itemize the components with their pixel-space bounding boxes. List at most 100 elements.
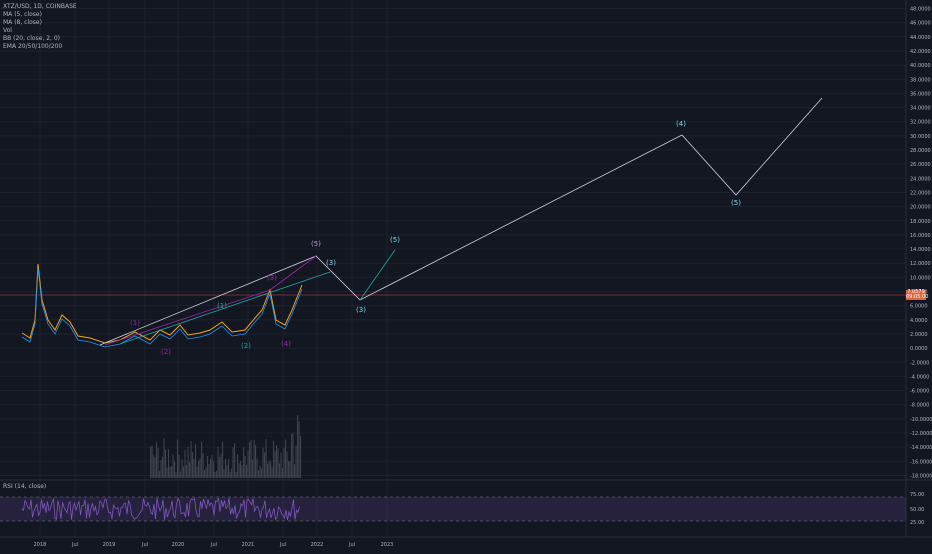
- price-tick-label: 44.0000: [910, 35, 931, 41]
- price-tick-label: 42.0000: [910, 49, 931, 55]
- volume-bar: [268, 460, 270, 478]
- volume-bar: [211, 455, 213, 478]
- price-tick-label: 16.0000: [910, 233, 931, 239]
- indicator-vol[interactable]: Vol: [3, 27, 12, 34]
- volume-bar: [220, 453, 222, 478]
- volume-bar: [249, 441, 251, 478]
- price-tick-label: 20.0000: [910, 205, 931, 211]
- rsi-tick-label: 25.00: [910, 520, 924, 526]
- volume-bar: [210, 458, 212, 478]
- price-tick-label: 12.0000: [910, 261, 931, 267]
- price-series: [21, 263, 303, 344]
- volume-bar: [256, 458, 258, 478]
- volume-bar: [151, 445, 153, 478]
- volume-bar: [213, 461, 215, 478]
- rsi-label[interactable]: RSI (14, close): [3, 483, 47, 490]
- volume-bar: [271, 467, 273, 478]
- volume-bar: [238, 463, 240, 478]
- time-tick-label: Jul: [141, 542, 148, 548]
- wave-label: (1): [217, 302, 227, 310]
- price-tick-label: -18.0000: [910, 473, 932, 479]
- volume-bar: [196, 466, 198, 478]
- price-tick-label: 18.0000: [910, 219, 931, 225]
- volume-bar: [289, 461, 291, 478]
- volume-bar: [240, 460, 242, 478]
- volume-bar: [234, 443, 236, 478]
- volume-bar: [181, 459, 183, 478]
- time-tick-label: 2018: [34, 542, 47, 548]
- price-tick-label: 40.0000: [910, 63, 931, 69]
- price-tick-label: 10.0000: [910, 275, 931, 281]
- wave-label: (4): [676, 120, 686, 128]
- volume-bar: [288, 461, 290, 478]
- volume-bar: [253, 439, 255, 478]
- volume-bar: [285, 439, 287, 478]
- volume-bar: [160, 460, 162, 478]
- price-tick-label: 36.0000: [910, 91, 931, 97]
- indicator-ema[interactable]: EMA 20/50/100/200: [3, 43, 63, 50]
- wave-teal-extension: [359, 249, 396, 301]
- volume-bar: [247, 451, 249, 478]
- volume-bar: [276, 445, 278, 478]
- volume-bar: [169, 467, 171, 478]
- volume-bar: [232, 447, 234, 478]
- volume-bar: [300, 436, 302, 478]
- volume-bar: [175, 472, 177, 478]
- volume-bar: [189, 462, 191, 478]
- current-price-time: 09:05:00: [906, 294, 929, 300]
- rsi-tick-label: 75.00: [910, 492, 924, 498]
- current-price-value: 7.0579: [907, 289, 925, 295]
- volume-bar: [172, 454, 174, 478]
- volume-bars: [150, 415, 302, 478]
- volume-bar: [192, 452, 194, 478]
- volume-bar: [265, 439, 267, 478]
- wave-label: (3): [267, 274, 277, 282]
- volume-bar: [180, 471, 182, 478]
- time-tick-label: 2020: [172, 542, 185, 548]
- volume-bar: [237, 454, 239, 478]
- volume-bar: [186, 464, 188, 478]
- volume-bar: [204, 470, 206, 478]
- volume-bar: [246, 464, 248, 478]
- price-tick-label: 24.0000: [910, 176, 931, 182]
- current-price-tag: 7.0579 09:05:00: [906, 289, 929, 300]
- volume-bar: [171, 465, 173, 478]
- volume-bar: [226, 465, 228, 478]
- time-tick-label: 2021: [242, 542, 255, 548]
- volume-bar: [273, 440, 275, 478]
- volume-bar: [235, 471, 237, 478]
- volume-bar: [258, 469, 260, 478]
- volume-bar: [262, 447, 264, 478]
- wave-label: (5): [731, 199, 741, 207]
- volume-bar: [259, 465, 261, 478]
- volume-bar: [156, 442, 158, 478]
- volume-bar: [157, 447, 159, 478]
- price-tick-label: -14.0000: [910, 445, 932, 451]
- price-tick-label: -10.0000: [910, 417, 932, 423]
- volume-bar: [183, 466, 185, 478]
- symbol-label[interactable]: XTZ/USD, 1D, COINBASE: [3, 3, 77, 10]
- indicator-ma8[interactable]: MA (8, close): [3, 19, 42, 26]
- volume-bar: [225, 458, 227, 478]
- volume-bar: [207, 456, 209, 478]
- indicator-ma5[interactable]: MA (5, close): [3, 11, 42, 18]
- price-tick-label: -16.0000: [910, 459, 932, 465]
- time-tick-label: Jul: [348, 542, 355, 548]
- volume-bar: [178, 454, 180, 478]
- volume-bar: [159, 471, 161, 478]
- wave-label: (1): [130, 319, 140, 327]
- price-tick-label: -4.0000: [910, 374, 929, 380]
- indicator-legend: XTZ/USD, 1D, COINBASE MA (5, close) MA (…: [3, 3, 77, 51]
- volume-bar: [243, 447, 245, 478]
- volume-bar: [280, 452, 282, 478]
- volume-bar: [168, 449, 170, 478]
- volume-bar: [154, 457, 156, 478]
- indicator-bb[interactable]: BB (20, close, 2, 0): [3, 35, 60, 42]
- volume-bar: [244, 455, 246, 478]
- price-tick-label: 30.0000: [910, 134, 931, 140]
- price-tick-label: 46.0000: [910, 21, 931, 27]
- time-tick-label: 2023: [381, 542, 394, 548]
- price-tick-label: 48.0000: [910, 7, 931, 13]
